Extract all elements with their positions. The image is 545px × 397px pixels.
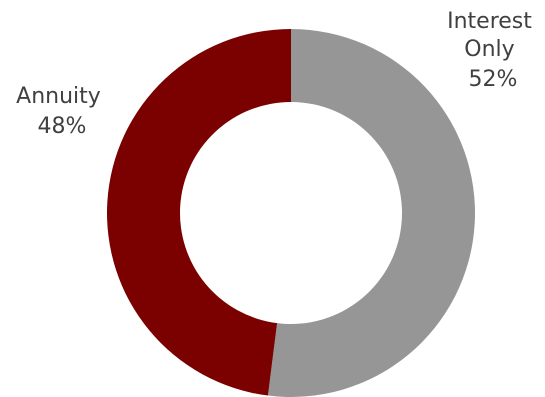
slices-group [106,29,475,397]
slice-label-interest-only: Interest Only 52% [447,9,539,92]
donut-slice-annuity [106,29,292,396]
donut-slice-interest-only [267,29,475,397]
label-line: Only [464,37,514,62]
labels-group: Interest Only 52% Annuity 48% [16,9,539,139]
label-line: Annuity [16,84,101,109]
label-line: 52% [469,67,518,92]
slice-label-annuity: Annuity 48% [16,84,108,139]
label-line: Interest [447,9,532,34]
label-line: 48% [38,114,87,139]
